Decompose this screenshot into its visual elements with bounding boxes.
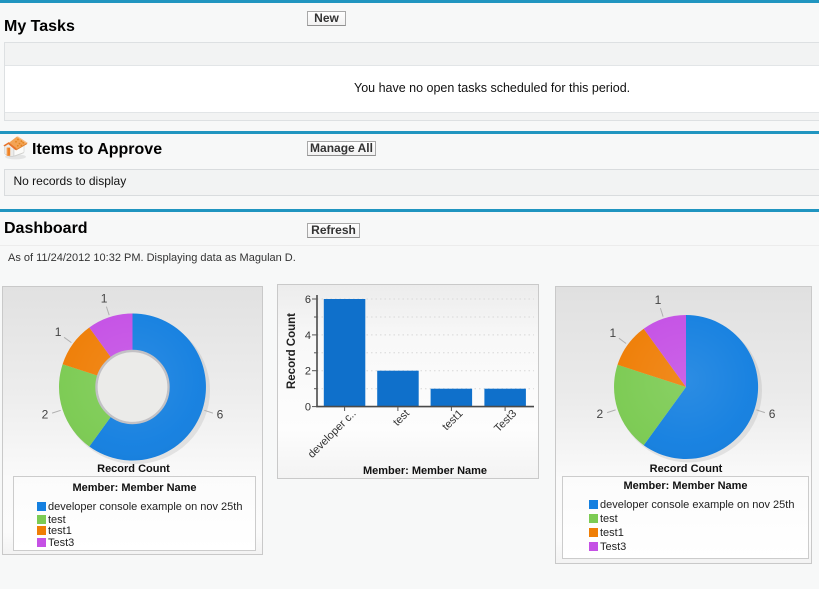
svg-text:test1: test1 [440, 408, 465, 433]
svg-text:developer c..: developer c.. [306, 408, 359, 461]
svg-text:1: 1 [655, 293, 662, 307]
svg-text:6: 6 [305, 294, 311, 306]
svg-text:2: 2 [42, 408, 49, 422]
svg-text:Test3: Test3 [492, 408, 519, 435]
svg-text:2: 2 [305, 366, 311, 378]
svg-text:1: 1 [609, 326, 616, 340]
svg-text:4: 4 [305, 330, 311, 342]
svg-text:2: 2 [597, 407, 604, 421]
svg-text:6: 6 [217, 408, 224, 422]
svg-text:1: 1 [101, 292, 108, 306]
svg-text:1: 1 [55, 325, 62, 339]
svg-text:6: 6 [769, 407, 776, 421]
svg-text:0: 0 [305, 402, 311, 414]
svg-text:Record Count: Record Count [286, 313, 298, 389]
svg-text:test: test [391, 408, 412, 429]
